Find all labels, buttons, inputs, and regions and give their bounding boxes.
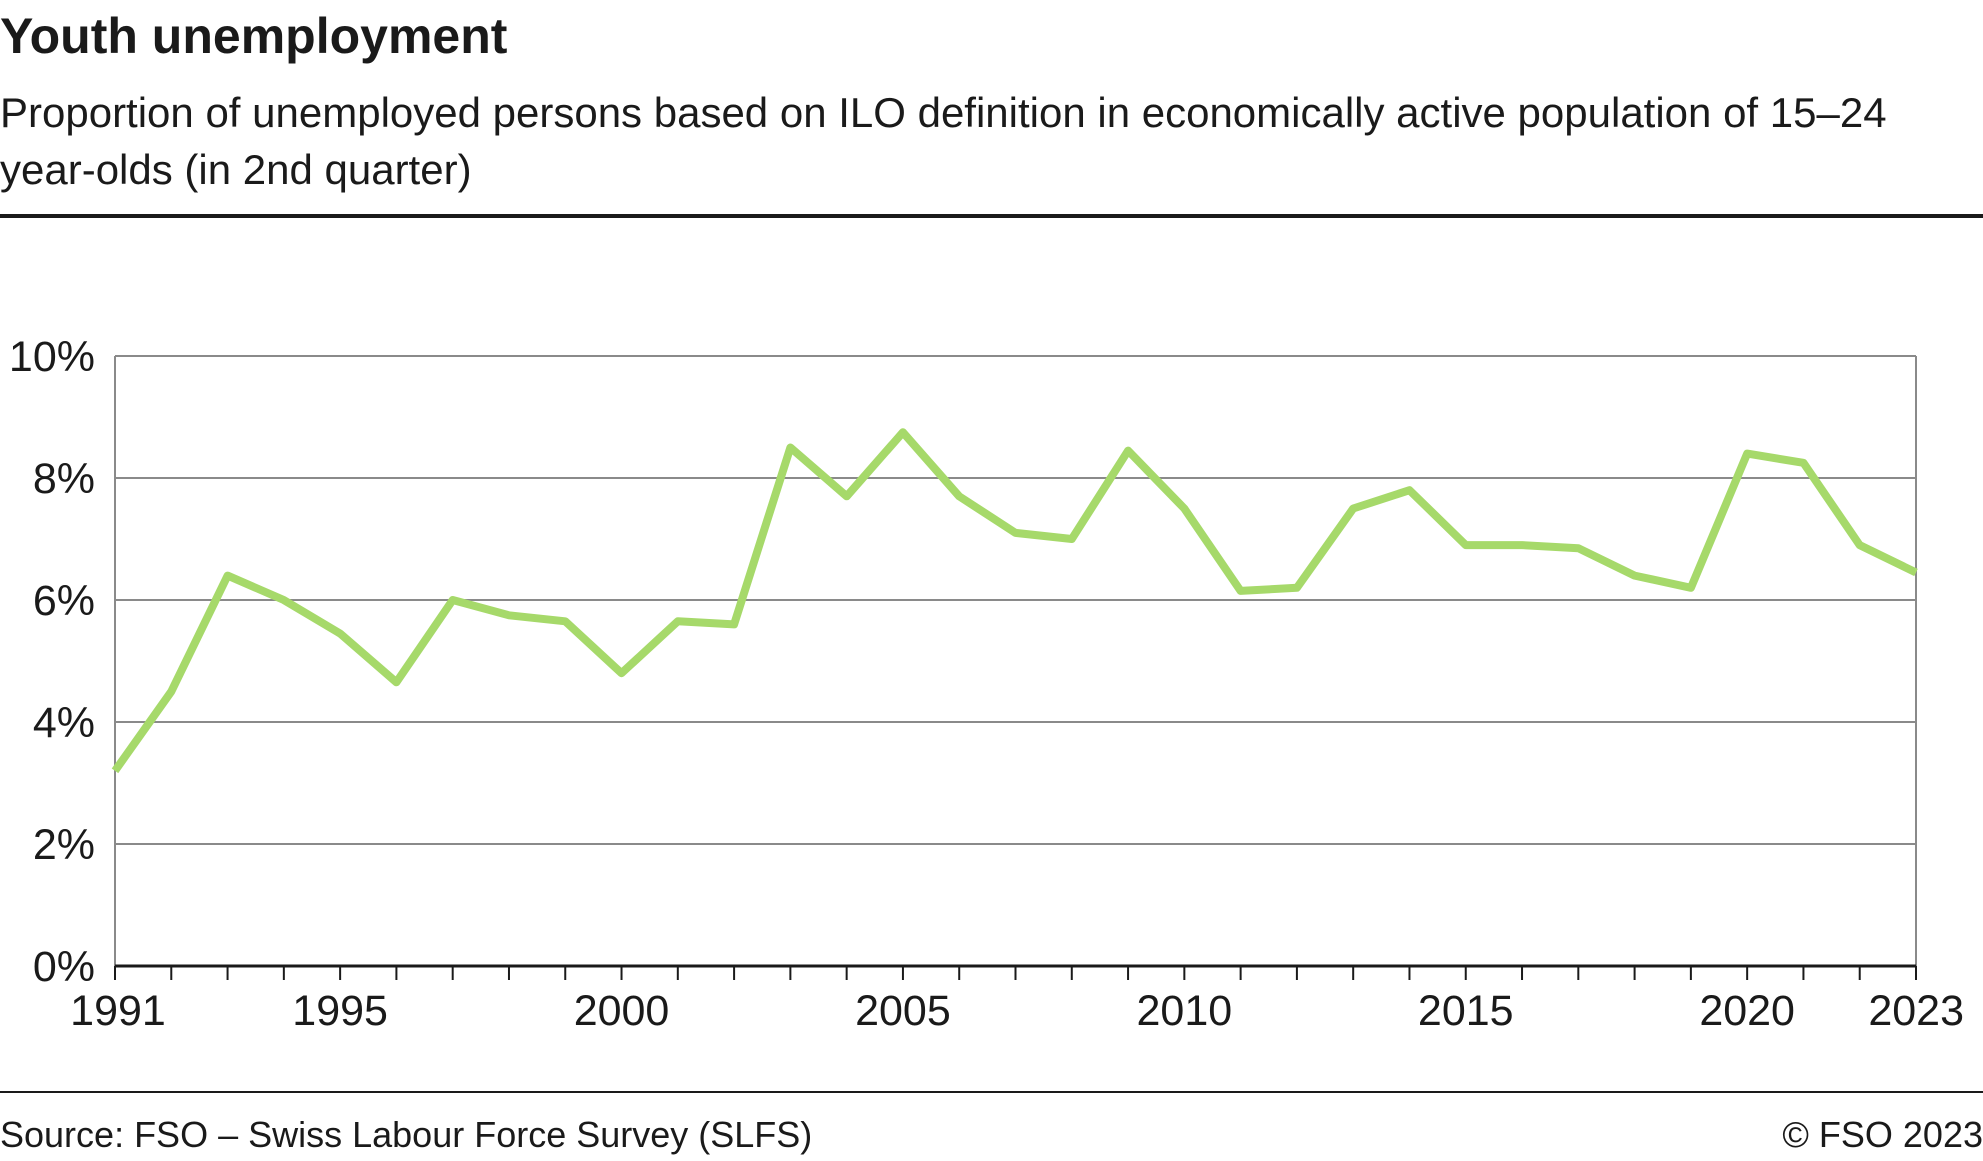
- x-tick-label: 1995: [292, 987, 388, 1035]
- source-note: Source: FSO – Swiss Labour Force Survey …: [0, 1114, 813, 1155]
- footer-divider: [0, 1091, 1983, 1093]
- x-tick-label: 2010: [1137, 987, 1233, 1035]
- y-tick-label: 8%: [33, 455, 95, 503]
- x-tick-label: 1991: [70, 987, 166, 1035]
- chart-subtitle: Proportion of unemployed persons based o…: [0, 89, 1887, 193]
- x-tick-label: 2015: [1418, 987, 1514, 1035]
- chart-title: Youth unemployment: [0, 8, 508, 64]
- y-tick-label: 4%: [33, 699, 95, 747]
- x-tick-label: 2005: [855, 987, 951, 1035]
- y-tick-label: 2%: [33, 821, 95, 869]
- x-tick-label: 2023: [1868, 987, 1964, 1035]
- header-divider: [0, 214, 1983, 218]
- y-tick-label: 10%: [9, 333, 95, 381]
- y-tick-label: 0%: [33, 943, 95, 991]
- y-tick-label: 6%: [33, 577, 95, 625]
- series-line: [111, 428, 1918, 774]
- x-tick-label: 2020: [1699, 987, 1795, 1035]
- copyright-note: © FSO 2023: [1782, 1114, 1983, 1155]
- x-tick-label: 2000: [574, 987, 670, 1035]
